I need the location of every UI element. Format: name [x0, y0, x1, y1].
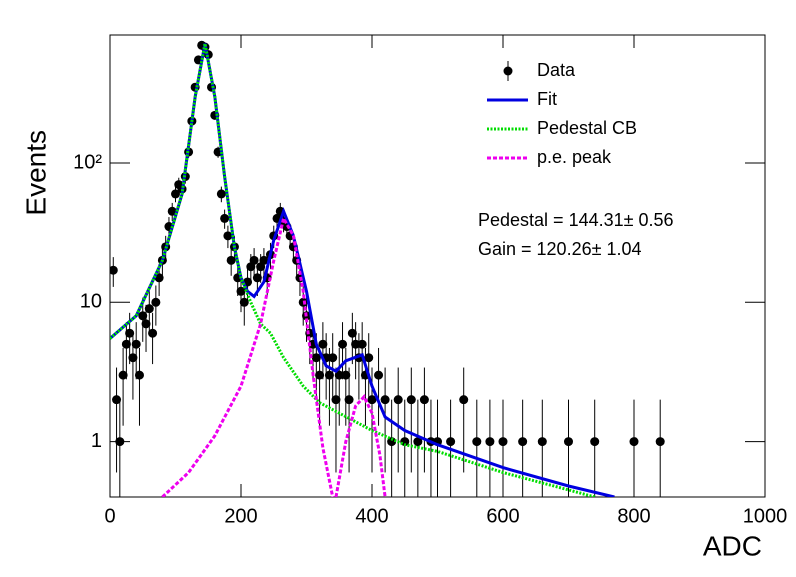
data-point: [239, 297, 249, 307]
legend-label: p.e. peak: [537, 147, 612, 167]
data-point: [171, 189, 180, 199]
x-tick-label: 1000: [743, 505, 788, 527]
legend-label: Data: [537, 60, 576, 80]
data-point: [220, 213, 230, 223]
y-tick-label: 10²: [73, 151, 102, 173]
data-point: [590, 437, 600, 447]
data-point: [472, 437, 482, 447]
x-tick-label: 600: [486, 505, 519, 527]
legend-label: Pedestal CB: [537, 118, 637, 138]
data-point: [347, 328, 357, 338]
data-point: [249, 255, 259, 265]
data-point: [374, 370, 384, 380]
data-point: [446, 437, 456, 447]
data-point: [367, 395, 377, 405]
x-tick-label: 200: [224, 505, 257, 527]
data-point: [121, 339, 131, 349]
fit-curve: [161, 214, 387, 497]
data-point: [125, 328, 135, 338]
data-point: [311, 353, 321, 363]
data-point: [629, 437, 639, 447]
data-point: [364, 353, 374, 363]
data-point: [459, 395, 469, 405]
data-point: [518, 437, 528, 447]
data-point: [334, 370, 344, 380]
data-point: [328, 353, 338, 363]
data-point: [357, 339, 367, 349]
data-point: [485, 437, 495, 447]
data-point: [344, 395, 354, 405]
data-point: [537, 437, 547, 447]
annotation: Gain = 120.26± 1.04: [478, 239, 642, 259]
data-point: [223, 231, 233, 241]
legend-marker: [503, 66, 513, 76]
data-point: [148, 328, 158, 338]
data-point: [393, 395, 403, 405]
data-point: [380, 395, 390, 405]
annotation: Pedestal = 144.31± 0.56: [478, 210, 674, 230]
data-point: [134, 370, 144, 380]
data-point: [128, 353, 138, 363]
x-tick-label: 800: [617, 505, 650, 527]
data-point: [387, 437, 397, 447]
x-axis-title: ADC: [703, 530, 762, 561]
data-point: [167, 206, 177, 216]
data-point: [655, 437, 665, 447]
data-point: [564, 437, 573, 447]
data-point: [413, 437, 423, 447]
data-point: [406, 395, 416, 405]
plot-area: [110, 40, 665, 497]
x-tick-label: 0: [104, 505, 115, 527]
data-point: [252, 273, 262, 283]
data-point: [324, 370, 334, 380]
fit-curve: [110, 43, 615, 497]
y-axis-title: Events: [20, 130, 51, 216]
y-tick-label: 10: [80, 291, 102, 313]
y-tick-label: 1: [91, 430, 102, 452]
data-point: [131, 339, 141, 349]
data-point: [226, 255, 236, 265]
data-point: [351, 339, 361, 349]
data-point: [118, 370, 128, 380]
data-point: [110, 265, 118, 275]
data-point: [216, 189, 226, 199]
data-point: [341, 370, 351, 380]
data-point: [315, 370, 325, 380]
data-point: [419, 395, 429, 405]
data-point: [498, 437, 508, 447]
data-point: [151, 297, 161, 307]
data-point: [112, 395, 122, 405]
data-point: [144, 304, 154, 314]
data-point: [141, 319, 151, 329]
data-point: [138, 311, 148, 321]
x-tick-label: 400: [355, 505, 388, 527]
data-point: [259, 255, 269, 265]
legend-label: Fit: [537, 89, 557, 109]
data-point: [338, 339, 348, 349]
fit-curve: [110, 43, 596, 497]
data-point: [331, 395, 341, 405]
data-point: [318, 339, 328, 349]
data-point: [236, 286, 246, 296]
